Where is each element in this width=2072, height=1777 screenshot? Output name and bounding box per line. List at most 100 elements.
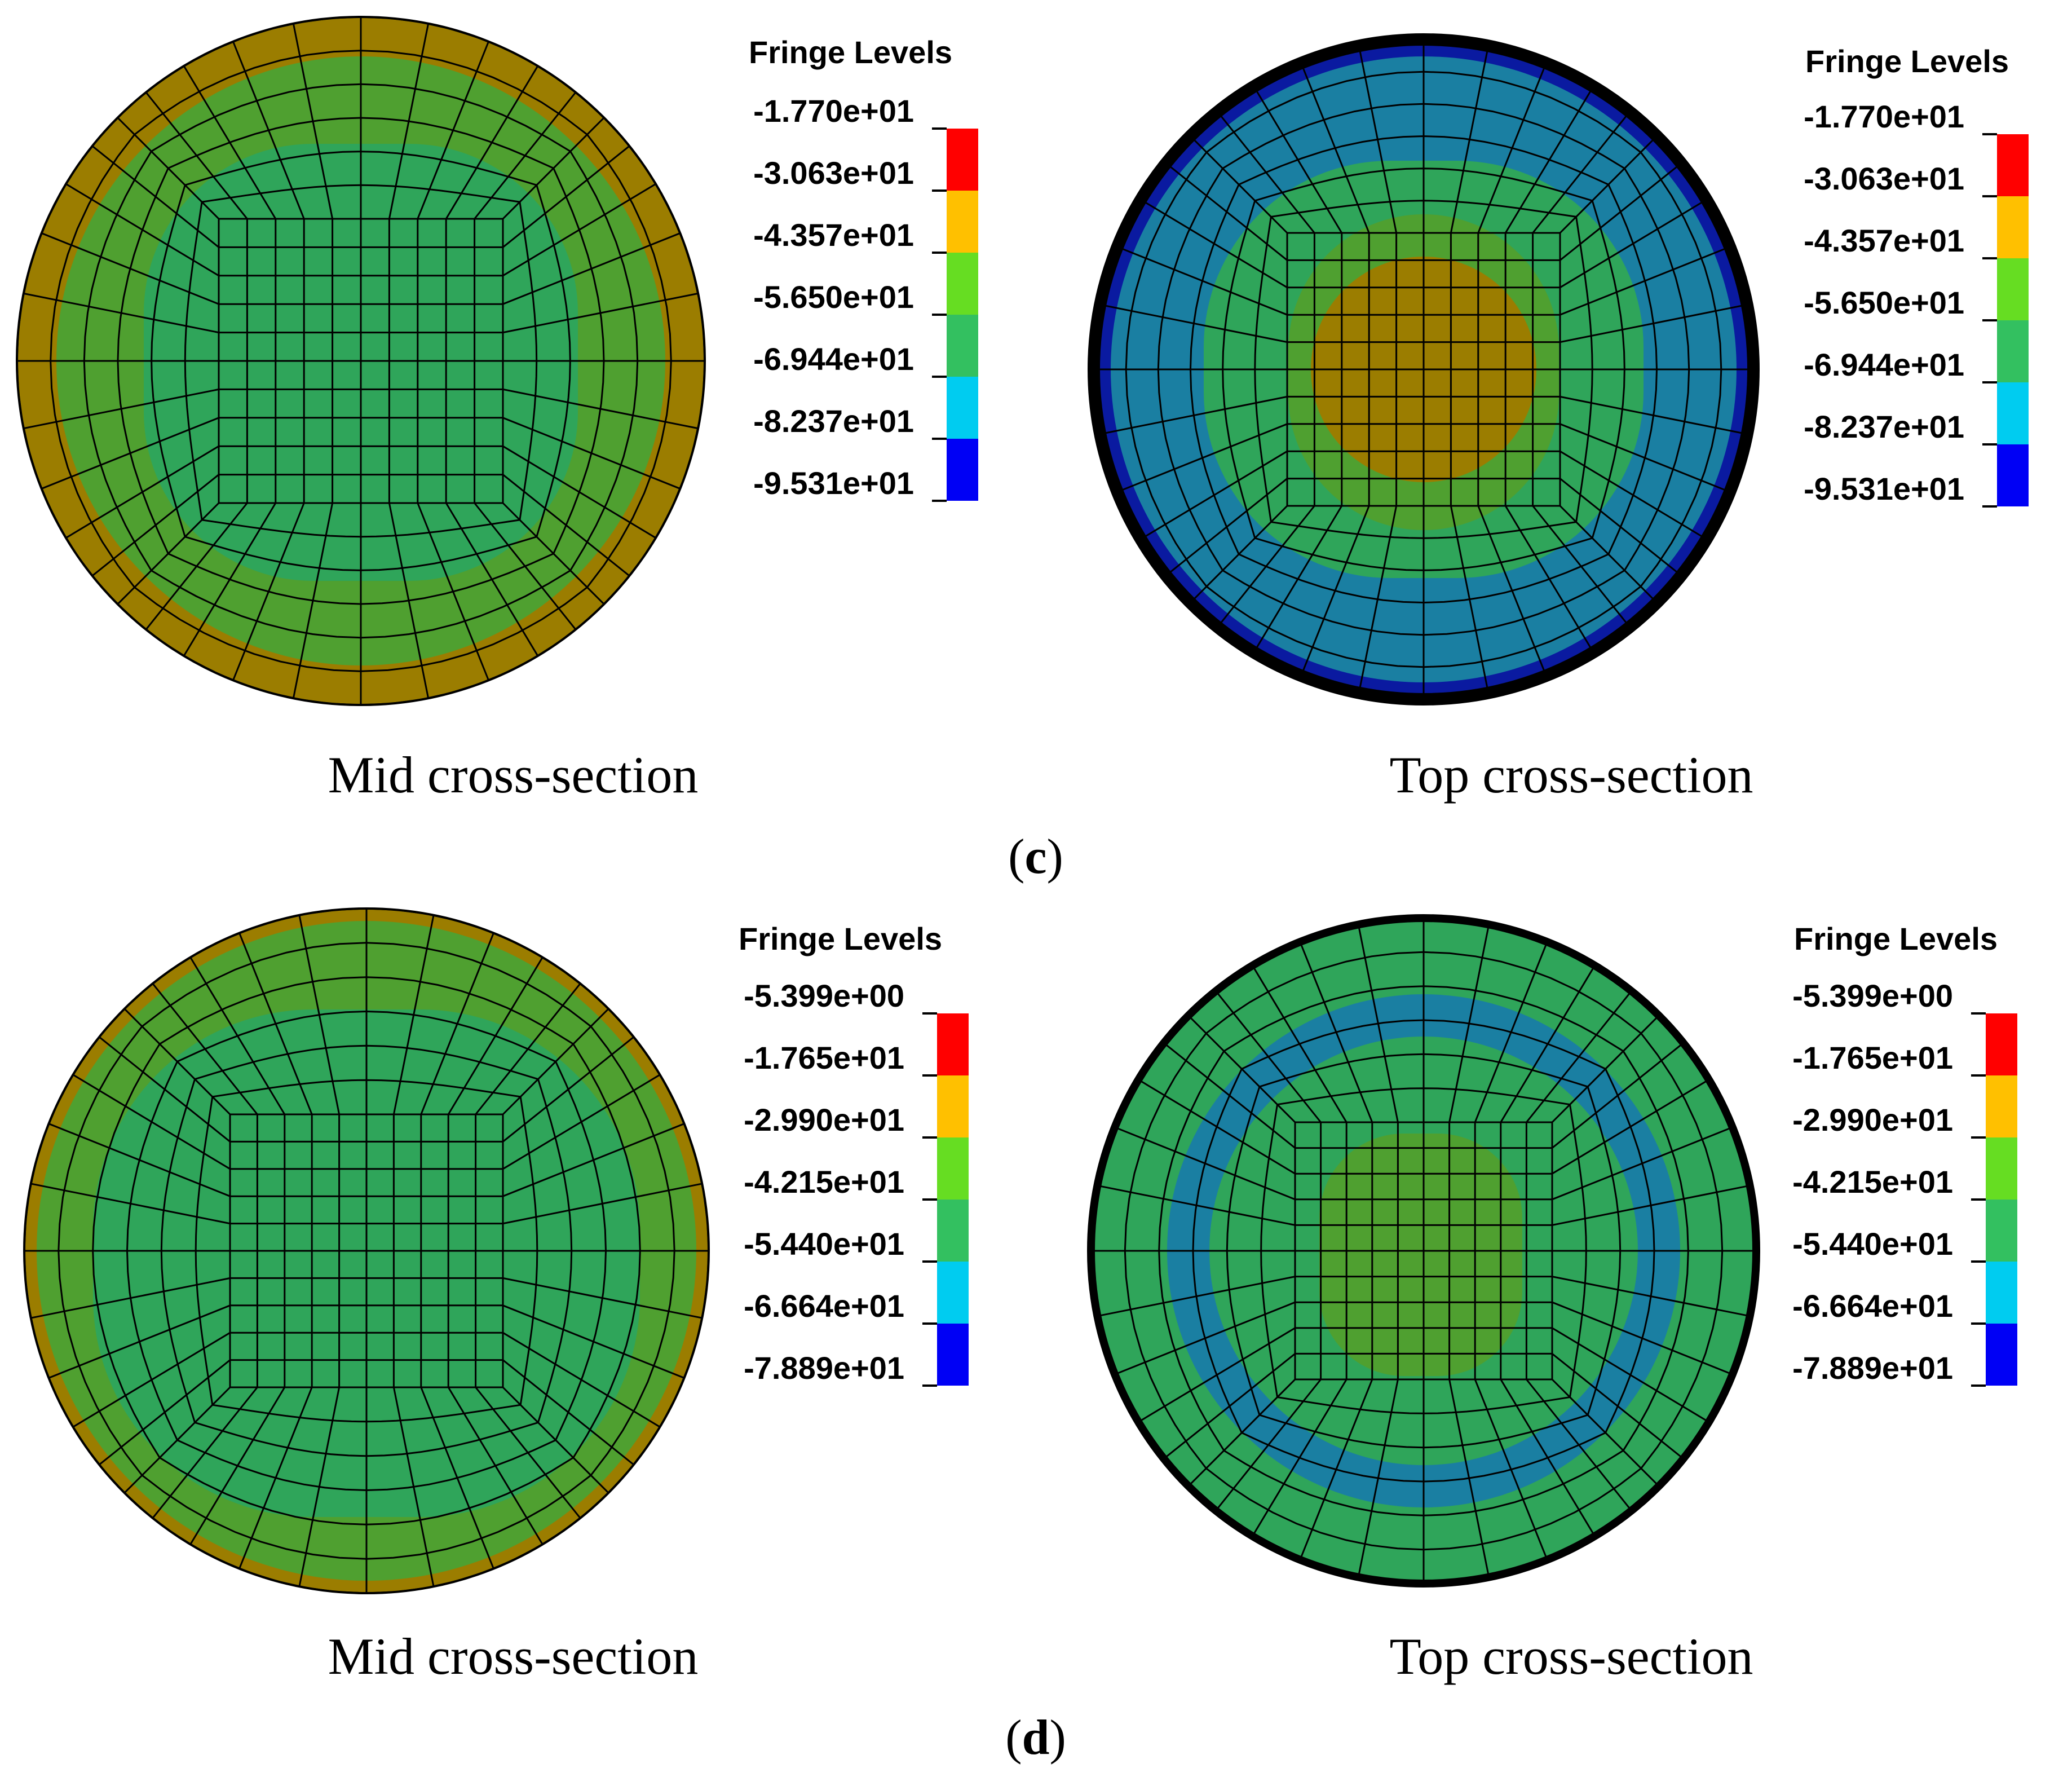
band-core [1319, 1134, 1522, 1376]
mesh-radial [1552, 1079, 1709, 1175]
mesh-radial [502, 1277, 703, 1319]
mesh-radial [65, 183, 219, 277]
mesh-radial [1448, 924, 1490, 1123]
legend-d-mid: Fringe Levels -5.399e+00 -1.765e+01 -2.990e… [739, 921, 969, 1387]
legend-level-label: -5.440e+01 [1792, 1226, 1953, 1262]
mesh-grid [1094, 39, 1753, 699]
mesh-radial [502, 1359, 634, 1466]
mesh-radial [183, 65, 277, 219]
legend-swatch [947, 191, 978, 253]
mesh-radial [30, 1277, 231, 1319]
mesh-radial [502, 1183, 703, 1225]
legend-level-label: -6.664e+01 [744, 1288, 904, 1324]
mesh-radial [1252, 965, 1348, 1123]
legend-level-label: -5.440e+01 [744, 1226, 904, 1262]
mesh-radial [1140, 199, 1288, 289]
legend-swatch [1986, 1137, 2017, 1200]
mesh-radial [117, 117, 220, 220]
mesh-radial [502, 117, 605, 220]
mesh-radial [392, 915, 435, 1115]
mesh-radial [1140, 450, 1288, 540]
mesh-radial [1559, 162, 1682, 261]
mesh-radial [502, 1123, 685, 1197]
legend-swatch [1986, 1324, 2017, 1386]
mesh-radial [1097, 1276, 1296, 1317]
mesh-radial [1500, 965, 1596, 1123]
contour-plot-d-top [1091, 918, 1756, 1584]
legend-level-label: -7.889e+01 [1792, 1350, 1953, 1386]
legend-swatch [937, 1075, 969, 1137]
mesh-radial [1504, 86, 1594, 233]
mesh-grid [17, 17, 705, 705]
panel-label-d: (d) [1005, 1710, 1066, 1765]
mesh-radial [1117, 246, 1288, 316]
mesh-radial [502, 1331, 661, 1428]
mesh-radial [1357, 1379, 1399, 1577]
panel-label-c: (c) [1008, 830, 1063, 884]
legend-title: Fringe Levels [739, 921, 942, 956]
mesh-radial [1190, 505, 1288, 603]
mesh-radial [232, 502, 305, 681]
mesh-radial [1551, 1015, 1660, 1123]
contour-plot-c-mid [17, 17, 705, 705]
mesh-radial [1532, 111, 1631, 233]
mesh-radial [1217, 111, 1315, 233]
legend-level-label: -1.770e+01 [753, 93, 914, 129]
mesh-radial [23, 388, 219, 430]
mesh-radial [445, 502, 539, 656]
legend-swatch [1997, 382, 2029, 444]
legend-level-label: -5.650e+01 [753, 279, 914, 315]
legend-swatch [937, 1262, 969, 1324]
mesh-radial [152, 1387, 258, 1519]
legend-c-top: Fringe Levels -1.770e+01 -3.063e+01 -4.357e… [1804, 43, 2029, 508]
legend-swatch [1997, 134, 2029, 196]
caption-d-mid: Mid cross-section [328, 1628, 699, 1685]
mesh-radial [1559, 135, 1658, 234]
mesh-radial [1474, 941, 1548, 1123]
legend-swatch [947, 377, 978, 439]
legend-level-label: -5.399e+00 [1792, 978, 1953, 1013]
mesh-radial [502, 417, 681, 490]
legend-level-label: -6.944e+01 [1804, 347, 1964, 382]
mesh-radial [1552, 1184, 1750, 1226]
mesh-radial [1300, 63, 1370, 233]
mesh-radial [183, 502, 277, 656]
mesh-radial [1526, 1379, 1632, 1511]
mesh-radial [23, 292, 219, 334]
mesh-radial [502, 445, 656, 539]
legend-swatch [1986, 1262, 2017, 1324]
legend-level-label: -6.944e+01 [753, 341, 914, 377]
legend-level-label: -5.399e+00 [744, 978, 904, 1013]
section-d-top: Fringe Levels -5.399e+00 -1.765e+01 -2.990e… [1087, 914, 2017, 1685]
mesh-radial [502, 1008, 609, 1115]
mesh-radial [502, 292, 699, 334]
mesh-radial [417, 41, 489, 219]
mesh-radial [1215, 990, 1322, 1123]
mesh-radial [1117, 423, 1288, 493]
mesh-radial [388, 502, 430, 699]
mesh-radial [1163, 1042, 1296, 1149]
legend-swatch [937, 1324, 969, 1386]
mesh-radial [1187, 1015, 1296, 1123]
mesh-radial [1358, 46, 1398, 233]
mesh-radial [502, 1074, 661, 1170]
mesh-radial [502, 1386, 609, 1494]
mesh-radial [48, 1304, 231, 1379]
mesh-radial [292, 502, 334, 699]
legend-level-label: -8.237e+01 [753, 403, 914, 439]
mesh-radial [447, 1387, 544, 1545]
mesh-radial [1138, 1079, 1296, 1175]
legend-level-label: -1.770e+01 [1804, 99, 1964, 134]
mesh-radial [117, 502, 220, 605]
mesh-radial [91, 474, 219, 577]
legend-swatch [1986, 1013, 2017, 1075]
mesh-radial [1358, 505, 1398, 693]
mesh-radial [189, 956, 286, 1115]
legend-c-mid: Fringe Levels -1.770e+01 -3.063e+01 -4.357e… [749, 34, 978, 502]
mesh-radial [1552, 1353, 1684, 1459]
mesh-radial [1559, 450, 1707, 540]
mesh-radial [1163, 1353, 1296, 1459]
mesh-radial [1217, 505, 1315, 628]
caption-c-top: Top cross-section [1389, 746, 1753, 804]
section-outline [16, 16, 706, 706]
